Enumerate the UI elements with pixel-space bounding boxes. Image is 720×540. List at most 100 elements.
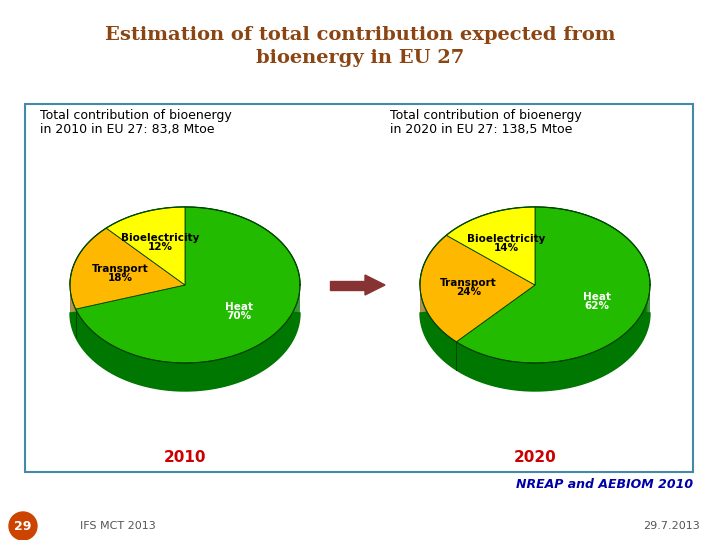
Polygon shape xyxy=(498,359,502,388)
Polygon shape xyxy=(452,339,453,368)
Polygon shape xyxy=(222,357,227,387)
Polygon shape xyxy=(266,339,269,369)
Polygon shape xyxy=(516,362,520,390)
Text: Bioelectricity: Bioelectricity xyxy=(121,233,199,243)
Text: Estimation of total contribution expected from: Estimation of total contribution expecte… xyxy=(104,26,616,44)
Polygon shape xyxy=(293,309,294,340)
Polygon shape xyxy=(70,228,185,309)
Polygon shape xyxy=(435,323,436,352)
Polygon shape xyxy=(502,360,505,388)
Polygon shape xyxy=(198,362,202,390)
Polygon shape xyxy=(487,356,491,385)
Text: Heat: Heat xyxy=(225,302,253,312)
Polygon shape xyxy=(550,362,554,390)
Polygon shape xyxy=(78,314,80,345)
Polygon shape xyxy=(84,322,86,353)
Polygon shape xyxy=(242,352,246,381)
Polygon shape xyxy=(294,306,296,337)
Polygon shape xyxy=(639,315,642,345)
Polygon shape xyxy=(459,343,462,373)
Polygon shape xyxy=(634,322,636,352)
Polygon shape xyxy=(572,358,575,387)
Polygon shape xyxy=(505,360,509,389)
Polygon shape xyxy=(539,363,542,391)
Polygon shape xyxy=(128,353,132,382)
Polygon shape xyxy=(443,332,444,360)
Polygon shape xyxy=(613,340,616,370)
Polygon shape xyxy=(77,312,78,342)
Polygon shape xyxy=(449,337,450,366)
Polygon shape xyxy=(531,363,535,391)
Text: 24%: 24% xyxy=(456,287,481,297)
Polygon shape xyxy=(481,354,484,383)
Polygon shape xyxy=(263,341,266,370)
Polygon shape xyxy=(330,280,365,289)
Text: 12%: 12% xyxy=(148,242,173,252)
Polygon shape xyxy=(121,350,125,379)
Polygon shape xyxy=(448,336,449,365)
Polygon shape xyxy=(70,207,300,391)
Polygon shape xyxy=(286,320,288,350)
Polygon shape xyxy=(76,207,300,363)
Polygon shape xyxy=(642,313,643,343)
Polygon shape xyxy=(624,333,626,362)
Polygon shape xyxy=(125,352,128,381)
Polygon shape xyxy=(450,338,451,366)
Text: 29.7.2013: 29.7.2013 xyxy=(643,521,700,531)
Polygon shape xyxy=(441,330,442,359)
Text: 29: 29 xyxy=(14,519,32,532)
Polygon shape xyxy=(185,363,189,391)
Polygon shape xyxy=(586,354,589,383)
Polygon shape xyxy=(638,317,639,348)
Polygon shape xyxy=(471,350,474,379)
Polygon shape xyxy=(535,363,539,391)
Polygon shape xyxy=(111,345,114,374)
Text: Total contribution of bioenergy: Total contribution of bioenergy xyxy=(390,109,582,122)
Polygon shape xyxy=(599,348,602,378)
Polygon shape xyxy=(513,361,516,390)
Text: 2010: 2010 xyxy=(163,450,206,465)
Polygon shape xyxy=(143,357,148,387)
Polygon shape xyxy=(437,326,438,355)
Polygon shape xyxy=(420,207,650,391)
Polygon shape xyxy=(256,345,259,374)
Text: IFS MCT 2013: IFS MCT 2013 xyxy=(80,521,156,531)
Polygon shape xyxy=(276,330,279,360)
Polygon shape xyxy=(495,358,498,387)
Polygon shape xyxy=(619,336,621,366)
Polygon shape xyxy=(446,207,535,285)
Polygon shape xyxy=(107,343,111,373)
Polygon shape xyxy=(91,330,93,360)
Polygon shape xyxy=(542,363,546,391)
Polygon shape xyxy=(527,363,531,391)
Polygon shape xyxy=(579,356,582,385)
Text: Heat: Heat xyxy=(583,292,611,302)
Polygon shape xyxy=(365,275,385,295)
Polygon shape xyxy=(156,360,160,389)
Polygon shape xyxy=(647,300,648,331)
Polygon shape xyxy=(93,332,96,362)
Polygon shape xyxy=(151,360,156,388)
Polygon shape xyxy=(104,341,107,370)
Polygon shape xyxy=(168,362,172,390)
Polygon shape xyxy=(523,363,527,391)
Polygon shape xyxy=(564,360,568,388)
Polygon shape xyxy=(296,303,297,334)
Polygon shape xyxy=(465,347,468,376)
Polygon shape xyxy=(643,310,644,341)
Polygon shape xyxy=(89,327,91,357)
Polygon shape xyxy=(86,325,89,355)
Text: NREAP and AEBIOM 2010: NREAP and AEBIOM 2010 xyxy=(516,478,693,491)
Polygon shape xyxy=(246,350,249,379)
Polygon shape xyxy=(259,343,263,373)
Polygon shape xyxy=(621,334,624,364)
Polygon shape xyxy=(484,355,487,384)
Polygon shape xyxy=(76,309,77,340)
Polygon shape xyxy=(181,363,185,391)
Polygon shape xyxy=(589,353,593,382)
Polygon shape xyxy=(608,343,611,373)
Polygon shape xyxy=(189,363,194,391)
Text: Total contribution of bioenergy: Total contribution of bioenergy xyxy=(40,109,232,122)
Polygon shape xyxy=(96,334,99,364)
Polygon shape xyxy=(575,357,579,386)
